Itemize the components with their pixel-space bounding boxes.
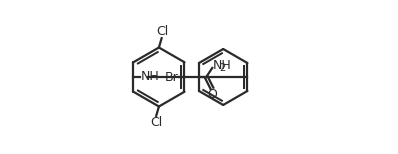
Text: Cl: Cl <box>156 25 168 38</box>
Text: 2: 2 <box>219 63 226 73</box>
Text: NH: NH <box>213 59 232 72</box>
Text: NH: NH <box>140 70 159 83</box>
Text: Br: Br <box>165 71 178 83</box>
Text: O: O <box>208 88 218 101</box>
Text: Cl: Cl <box>150 116 162 129</box>
